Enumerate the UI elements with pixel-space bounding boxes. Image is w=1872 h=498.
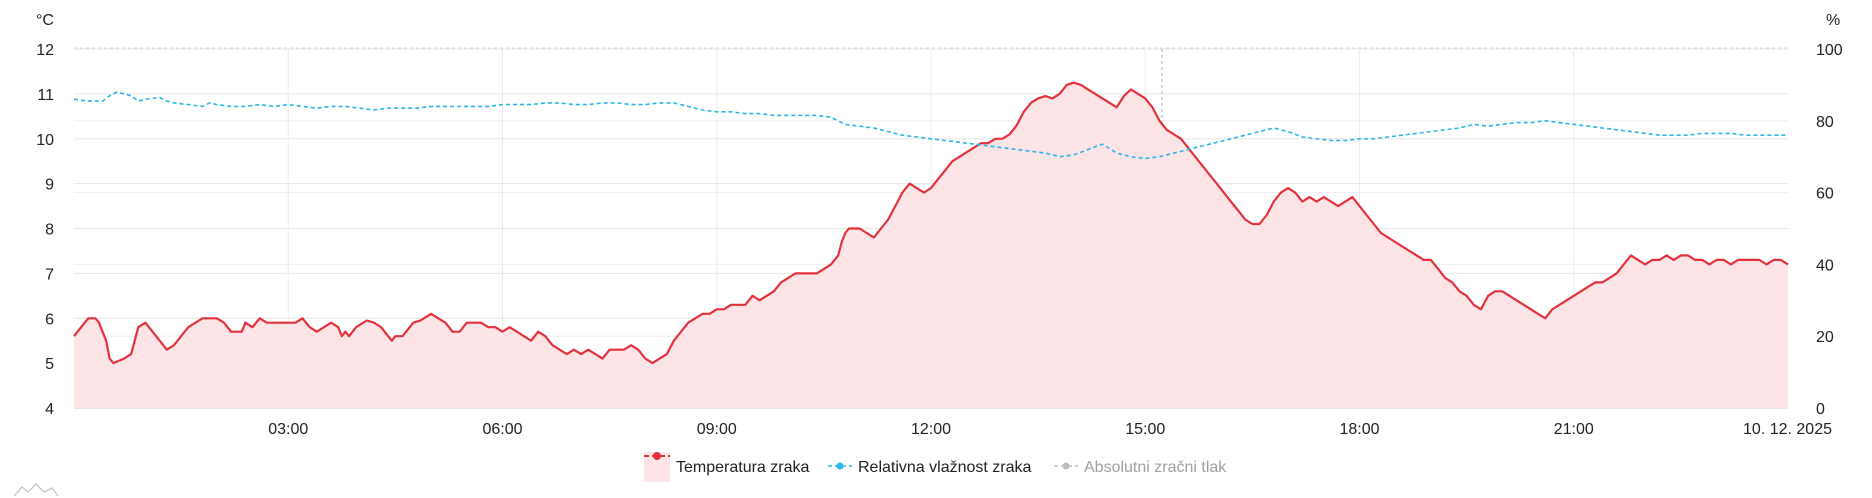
y-left-tick-label: 11 [37,87,54,104]
legend[interactable]: Temperatura zraka Relativna vlažnost zrak… [644,452,1227,482]
x-tick-label: 06:00 [482,421,522,438]
y-left-tick-label: 4 [45,401,54,418]
legend-label: Relativna vlažnost zraka [858,459,1032,476]
legend-item-humidity[interactable]: Relativna vlažnost zraka [828,459,1032,476]
y-right-tick-label: 100 [1816,42,1843,59]
x-tick-label: 21:00 [1554,421,1594,438]
x-tick-label: 09:00 [697,421,737,438]
legend-swatch-marker [836,462,844,470]
y-left-tick-label: 10 [36,132,54,149]
y-right-unit-label: % [1826,12,1840,29]
y-right-tick-label: 40 [1816,257,1834,274]
x-tick-label: 03:00 [268,421,308,438]
series-layer [73,81,1789,408]
y-right-tick-label: 0 [1816,401,1825,418]
y-right-tick-label: 80 [1816,114,1834,131]
x-tick-label: 10. 12. 2025 [1743,421,1832,438]
logo-icon [13,483,59,497]
x-tick-label: 18:00 [1339,421,1379,438]
y-left-tick-label: 12 [36,42,54,59]
series-line-humidity [73,91,1788,160]
series-line-temperature [73,81,1789,365]
x-tick-label: 12:00 [911,421,951,438]
y-right-tick-label: 60 [1816,186,1834,203]
y-left-unit-label: °C [36,12,54,29]
legend-label: Absolutni zračni tlak [1084,459,1227,476]
y-right-tick-label: 20 [1816,329,1834,346]
y-left-tick-label: 6 [45,311,54,328]
legend-label: Temperatura zraka [676,459,809,476]
legend-item-temperature[interactable]: Temperatura zraka [644,452,809,482]
y-left-tick-label: 7 [45,266,54,283]
y-left-tick-label: 9 [45,177,54,194]
x-tick-label: 15:00 [1125,421,1165,438]
y-left-tick-label: 8 [45,222,54,239]
series-area-temperature [74,82,1788,408]
legend-swatch-marker [1062,462,1070,470]
legend-swatch-marker [653,452,661,460]
axes: 4 5 6 7 8 9 10 11 12 0 20 40 60 80 100 03:00 06:00 09:00 1… [36,12,1843,438]
y-left-tick-label: 5 [45,356,54,373]
legend-item-pressure[interactable]: Absolutni zračni tlak [1054,459,1227,476]
